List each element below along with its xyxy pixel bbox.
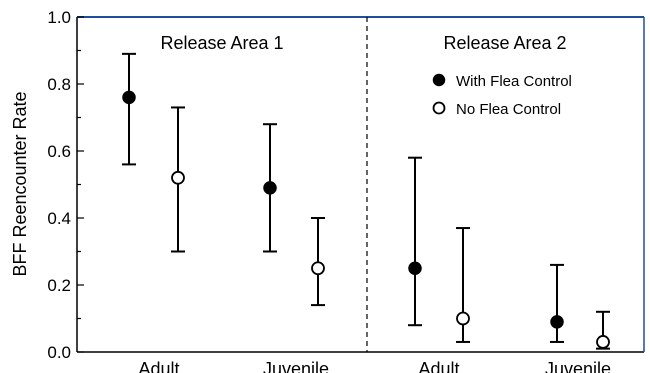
data-point-no-flea-control-1: [311, 261, 325, 276]
y-axis-title: BFF Reencounter Rate: [10, 91, 30, 276]
x-category-label-adult-area-1: Adult: [138, 359, 179, 373]
data-point-with-flea-control-2: [408, 261, 422, 275]
y-tick-label-3: 0.6: [47, 142, 71, 161]
legend-marker-no-flea-control: [432, 101, 446, 115]
legend-marker-with-flea-control: [432, 73, 446, 87]
y-tick-label-2: 0.4: [47, 209, 71, 228]
legend: With Flea Control No Flea Control: [432, 73, 572, 118]
data-marks: [122, 52, 610, 350]
data-point-with-flea-control-1: [263, 181, 277, 195]
y-tick-label-1: 0.2: [47, 276, 71, 295]
panel-title-release-area-1: Release Area 1: [160, 33, 283, 53]
data-point-no-flea-control-0: [171, 170, 185, 185]
x-category-label-juvenile-area-1: Juvenile: [263, 359, 329, 373]
y-tick-label-4: 0.8: [47, 75, 71, 94]
data-point-with-flea-control-3: [550, 315, 564, 329]
legend-label-with-flea-control: With Flea Control: [456, 73, 572, 90]
y-tick-label-0: 0.0: [47, 343, 71, 362]
panel-title-release-area-2: Release Area 2: [443, 33, 566, 53]
data-point-with-flea-control-0: [122, 90, 136, 105]
legend-label-no-flea-control: No Flea Control: [456, 101, 561, 118]
x-category-label-juvenile-area-2: Juvenile: [545, 359, 611, 373]
x-category-label-adult-area-2: Adult: [418, 359, 459, 373]
y-axis-ticks: [77, 16, 84, 353]
data-point-no-flea-control-2: [456, 311, 470, 326]
y-tick-label-5: 1.0: [47, 8, 71, 27]
data-point-no-flea-control-3: [596, 335, 610, 349]
